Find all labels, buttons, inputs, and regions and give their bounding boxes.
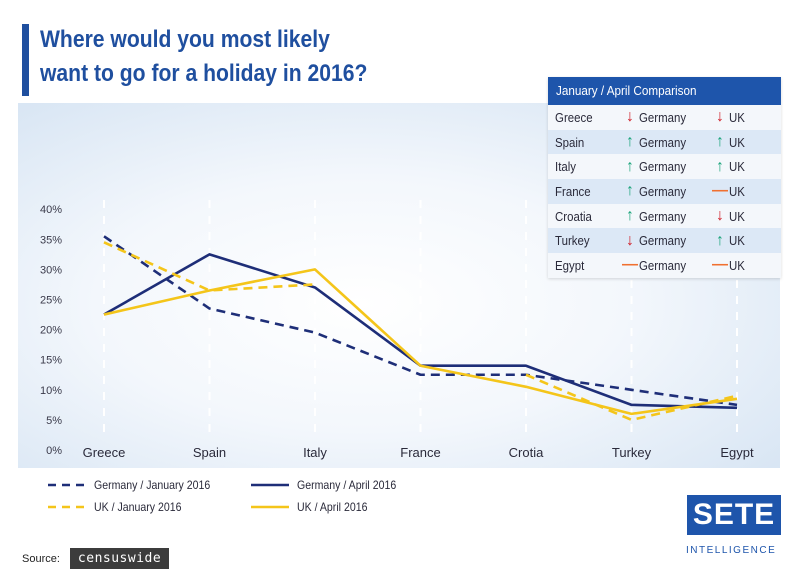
comparison-table: January / April Comparison Greece ↓ German… <box>548 77 781 278</box>
arrow-up-icon: ↑ <box>626 182 634 200</box>
arrow-down-icon: ↓ <box>716 207 724 225</box>
uk-trend: ↓ UK <box>711 208 747 224</box>
uk-trend: ↓ UK <box>711 109 747 125</box>
comparison-row: Turkey ↓ Germany ↑ UK <box>548 228 781 254</box>
legend-label: Germany / January 2016 <box>94 478 211 492</box>
y-tick-label: 25% <box>40 295 62 307</box>
germany-trend: ↑ Germany <box>621 183 711 199</box>
arrow-down-icon: ↓ <box>716 108 724 126</box>
arrow-up-icon: ↑ <box>626 157 634 175</box>
comparison-row: Greece ↓ Germany ↓ UK <box>548 105 781 130</box>
legend-label: Germany / April 2016 <box>297 478 397 492</box>
y-tick-label: 30% <box>40 264 62 276</box>
series-line-2 <box>103 241 316 292</box>
x-tick-label: Egypt <box>720 445 754 460</box>
legend-label: UK / January 2016 <box>94 500 182 514</box>
x-tick-label: France <box>400 445 440 460</box>
uk-trend: ↑ UK <box>711 231 747 249</box>
uk-trend: ↑ UK <box>711 157 747 175</box>
chart-title: Where would you most likely want to go f… <box>40 23 367 91</box>
series-line-3 <box>103 268 738 416</box>
germany-trend: ↑ Germany <box>621 134 711 150</box>
comparison-country: Greece <box>555 109 593 125</box>
x-tick-label: Turkey <box>612 445 652 460</box>
germany-trend: ↑ Germany <box>621 208 711 224</box>
legend-item-germany-january: Germany / January 2016 <box>48 478 226 492</box>
comparison-row: Italy ↑ Germany ↑ UK <box>548 154 781 179</box>
sete-logo: SETE <box>687 495 781 535</box>
uk-trend: ↑ UK <box>711 134 747 150</box>
arrow-up-icon: ↑ <box>716 157 724 175</box>
arrow-down-icon: ↓ <box>626 108 634 126</box>
title-line-2: want to go for a holiday in 2016? <box>40 60 368 87</box>
germany-trend: ↑ Germany <box>621 157 711 175</box>
comparison-country: Spain <box>555 134 585 150</box>
source-credit: Source: censuswide <box>22 548 170 569</box>
comparison-table-header: January / April Comparison <box>548 77 781 105</box>
arrow-down-icon: ↓ <box>626 231 634 249</box>
arrow-up-icon: ↑ <box>716 133 724 151</box>
arrow-up-icon: ↑ <box>716 231 724 249</box>
comparison-row: Spain ↑ Germany ↑ UK <box>548 129 781 155</box>
y-tick-label: 40% <box>40 204 62 216</box>
title-line-1: Where would you most likely <box>40 26 330 53</box>
arrow-up-icon: ↑ <box>626 207 634 225</box>
arrow-up-icon: ↑ <box>626 133 634 151</box>
title-accent-bar <box>22 24 29 96</box>
source-label: Source: <box>22 552 60 565</box>
y-tick-label: 35% <box>40 234 62 246</box>
x-tick-label: Crotia <box>509 445 544 460</box>
uk-trend: — UK <box>712 182 745 200</box>
x-tick-label: Italy <box>303 445 327 460</box>
comparison-country: France <box>555 183 591 199</box>
comparison-row: France ↑ Germany — UK <box>548 179 781 204</box>
comparison-country: Italy <box>555 159 577 175</box>
legend-item-germany-april: Germany / April 2016 <box>251 478 410 492</box>
germany-trend: ↓ Germany <box>621 109 711 125</box>
sete-logo-subtitle: INTELLIGENCE <box>686 545 777 556</box>
germany-trend: — Germany <box>622 256 687 274</box>
comparison-row: Croatia ↑ Germany ↓ UK <box>548 204 781 229</box>
comparison-country: Croatia <box>555 208 592 224</box>
uk-trend: — UK <box>712 256 745 274</box>
series-line-0 <box>103 235 738 407</box>
x-tick-label: Greece <box>83 445 126 460</box>
y-tick-label: 20% <box>40 325 62 337</box>
dash-icon: — <box>622 256 638 274</box>
y-tick-label: 0% <box>46 445 62 457</box>
censuswide-logo: censuswide <box>69 548 170 569</box>
y-tick-label: 10% <box>40 385 62 397</box>
comparison-country: Turkey <box>555 233 590 249</box>
dash-icon: — <box>712 182 728 200</box>
legend-item-uk-january: UK / January 2016 <box>48 500 193 514</box>
dash-icon: — <box>712 256 728 274</box>
legend-item-uk-april: UK / April 2016 <box>251 500 377 514</box>
y-tick-label: 5% <box>46 415 62 427</box>
comparison-country: Egypt <box>555 257 585 273</box>
comparison-row: Egypt — Germany — UK <box>548 253 781 278</box>
y-tick-label: 15% <box>40 355 62 367</box>
germany-trend: ↓ Germany <box>621 231 711 249</box>
legend-label: UK / April 2016 <box>297 500 368 514</box>
x-tick-label: Spain <box>193 445 226 460</box>
